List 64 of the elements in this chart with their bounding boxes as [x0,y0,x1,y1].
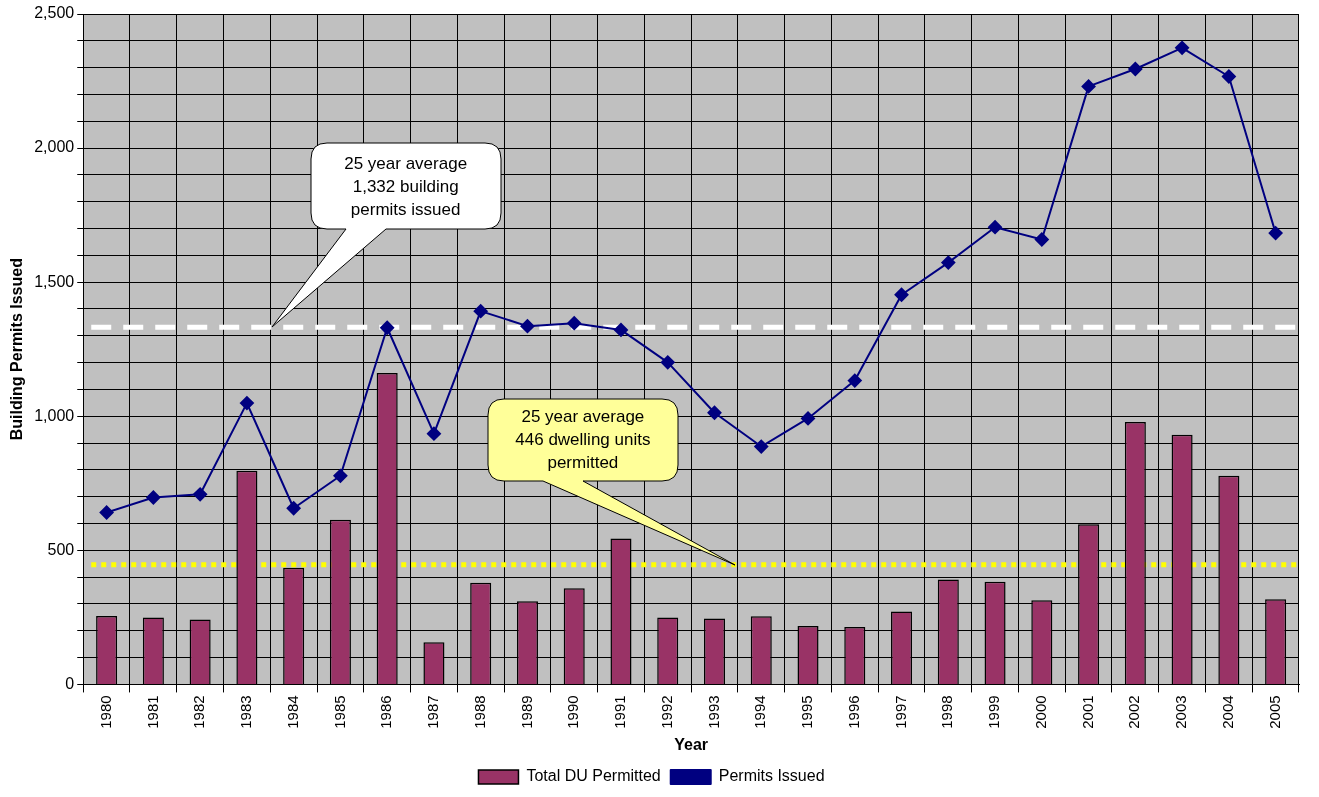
point [426,426,441,441]
x-tick-label: 1980 [96,695,114,729]
point [1175,40,1190,55]
point [193,487,208,502]
point [520,319,535,334]
x-tick-label: 1989 [517,695,535,729]
x-axis-title: Year [674,735,709,753]
y-tick-label: 0 [65,674,75,692]
point [380,320,395,335]
point [473,304,488,319]
legend-label: Total DU Permitted [526,767,661,785]
x-tick-label: 1992 [657,695,675,729]
x-tick-label: 1996 [844,695,862,729]
y-tick-label: 500 [47,540,75,558]
x-tick-label: 1993 [704,695,722,729]
x-tick-label: 1999 [985,695,1003,729]
x-tick-label: 2004 [1219,695,1236,729]
point [146,490,161,505]
x-tick-label: 1998 [938,695,956,729]
point [894,287,909,302]
point [239,396,254,411]
x-tick-label: 1994 [751,695,769,729]
annotation: 25 year average 1,332 building permits issued [343,152,469,221]
point [941,255,956,270]
x-tick-label: 1983 [237,695,255,729]
x-tick-label: 1986 [377,695,395,729]
x-tick-label: 2002 [1125,695,1143,729]
point [1221,69,1236,84]
x-tick-label: 1985 [330,695,348,729]
point [660,355,675,370]
point [333,468,348,483]
y-tick-label: 2,500 [34,4,75,22]
x-tick-label: 1990 [564,695,582,729]
point [99,505,114,520]
x-tick-label: 2000 [1031,695,1049,729]
x-tick-label: 1991 [611,695,629,729]
point [707,405,722,420]
annotation: 25 year average 446 dwelling units permitted [514,406,652,475]
x-tick-label: 2005 [1265,695,1283,729]
point [1268,226,1283,241]
x-tick-label: 1982 [190,695,208,729]
point [847,373,862,388]
y-axis-title: Building Permits Issued [8,258,26,441]
x-tick-label: 2001 [1078,695,1096,729]
legend-label: Permits Issued [718,767,825,785]
x-tick-label: 1988 [470,695,488,729]
y-tick-label: 2,000 [34,138,75,156]
x-tick-label: 1984 [283,695,301,729]
x-tick-label: 1987 [424,695,442,729]
point [1081,79,1096,94]
point [286,501,301,516]
y-tick-label: 1,000 [34,406,75,424]
x-tick-label: 2003 [1172,695,1190,729]
point [1128,61,1143,76]
y-tick-label: 1,500 [34,272,75,290]
point [754,439,769,454]
point [801,411,816,426]
point [613,322,628,337]
point [988,220,1003,235]
x-tick-label: 1995 [798,695,816,729]
point [567,316,582,331]
x-tick-label: 1981 [143,695,161,729]
x-tick-label: 1997 [891,695,909,729]
point [1034,232,1049,247]
